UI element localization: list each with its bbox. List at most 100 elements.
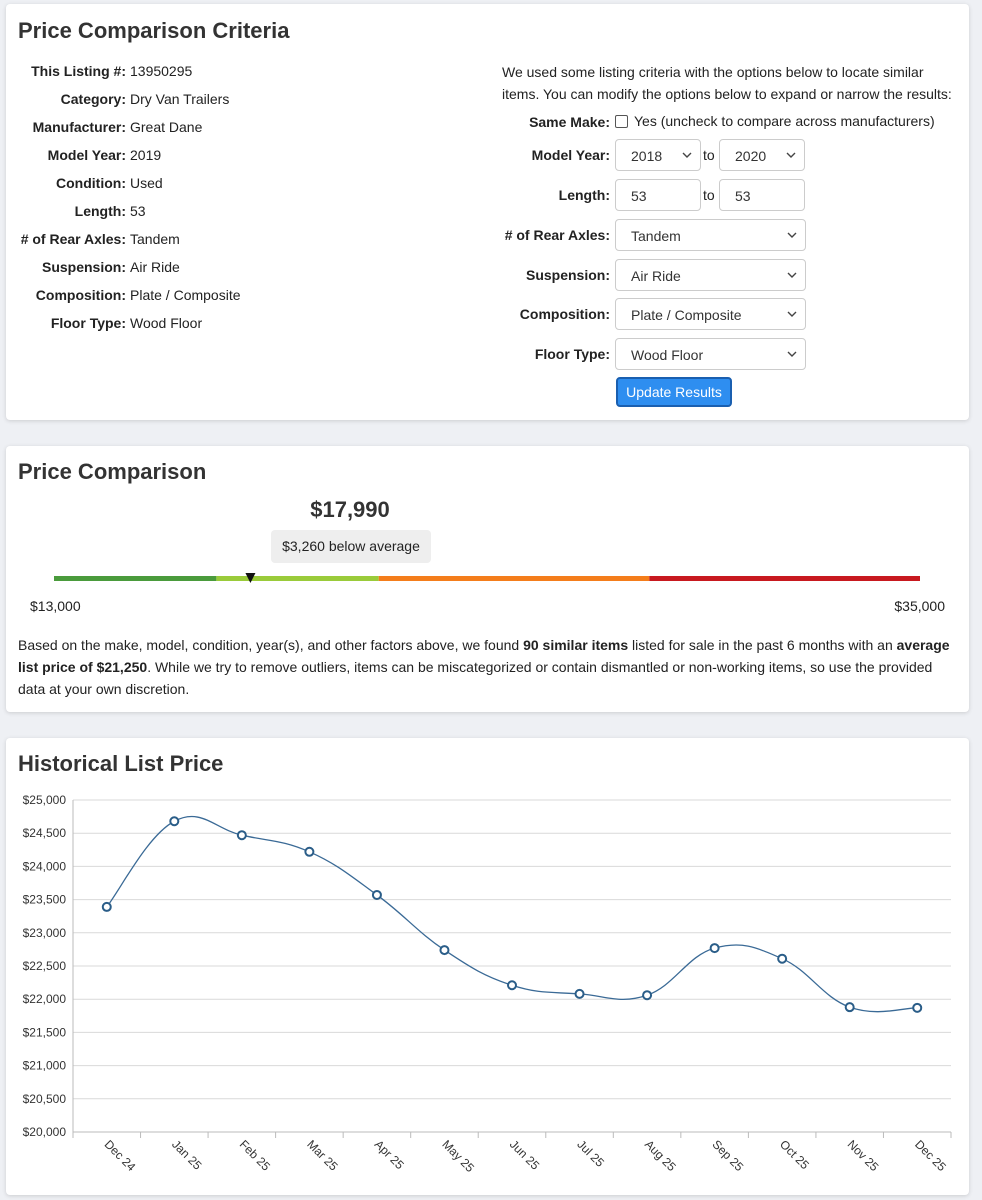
input[interactable]: 53 — [615, 179, 701, 211]
gauge-segment — [216, 576, 379, 581]
listing-row: This Listing #: 13950295 — [6, 61, 192, 81]
y-tick-label: $21,000 — [23, 1059, 67, 1073]
select[interactable]: 2020 — [719, 139, 805, 171]
gauge-segment — [54, 576, 217, 581]
data-point — [777, 953, 788, 964]
y-tick-label: $20,500 — [23, 1092, 67, 1106]
checkbox[interactable] — [615, 115, 628, 128]
gauge-segment — [649, 576, 920, 581]
y-tick-label: $22,000 — [23, 992, 67, 1006]
data-point — [371, 889, 382, 900]
summary-segment: . While we try to remove outliers, items… — [18, 659, 933, 697]
form-label: Model Year: — [531, 147, 610, 163]
form-label: Suspension: — [525, 266, 610, 283]
listing-value: Tandem — [130, 231, 180, 247]
listing-label: Floor Type: — [50, 315, 126, 331]
scale-min-label: $13,000 — [30, 598, 81, 614]
history-card: Historical List Price $20,000 $20,500 $21,… — [6, 738, 969, 1195]
listing-label: Length: — [74, 203, 126, 219]
range-joiner: to — [703, 147, 715, 163]
x-tick-label: Feb 25 — [237, 1137, 274, 1174]
checkbox-label[interactable]: Yes (uncheck to compare across manufactu… — [634, 113, 935, 129]
listing-row: Manufacturer: Great Dane — [6, 117, 203, 137]
y-tick-label: $25,000 — [23, 793, 67, 807]
select[interactable]: Tandem — [615, 219, 806, 251]
price: $17,990 — [310, 497, 390, 522]
scale-max-label: $35,000 — [894, 598, 945, 614]
data-point — [169, 816, 180, 827]
data-point — [439, 945, 450, 956]
data-point — [574, 988, 585, 999]
y-tick-label: $23,000 — [23, 926, 67, 940]
x-tick-label: Jul 25 — [574, 1137, 607, 1170]
x-tick-label: Apr 25 — [372, 1137, 407, 1172]
x-tick-label: Aug 25 — [642, 1137, 679, 1174]
listing-label: Suspension: — [41, 259, 126, 275]
data-point — [642, 990, 653, 1001]
listing-row: Floor Type: Wood Floor — [6, 313, 202, 333]
card-title: Price Comparison Criteria — [18, 18, 290, 43]
form-label: Same Make: — [529, 114, 610, 130]
listing-label: Model Year: — [47, 147, 126, 163]
chevron — [787, 311, 797, 317]
chevron — [787, 272, 797, 278]
x-tick-label: Mar 25 — [304, 1137, 341, 1174]
data-point — [304, 846, 315, 857]
select[interactable]: 2018 — [615, 139, 701, 171]
form-label: Floor Type: — [534, 345, 610, 362]
x-tick-label: Jun 25 — [507, 1137, 543, 1173]
y-tick-label: $24,500 — [23, 826, 67, 840]
data-point — [236, 830, 247, 841]
form-label: Composition: — [519, 306, 610, 322]
listing-value: Dry Van Trailers — [130, 91, 230, 107]
listing-row: Category: Dry Van Trailers — [6, 89, 230, 109]
select[interactable]: Wood Floor — [615, 337, 806, 370]
gauge: $13,000 $35,000 — [30, 573, 945, 614]
listing-value: 2019 — [130, 147, 162, 163]
chevron — [787, 351, 797, 357]
listing-label: # of Rear Axles: — [20, 231, 126, 247]
summary-text: Based on the make, model, condition, yea… — [18, 634, 958, 700]
x-tick-label: Nov 25 — [845, 1137, 882, 1174]
y-tick-label: $20,000 — [23, 1125, 67, 1139]
summary-segment: Based on the make, model, condition, yea… — [18, 637, 524, 653]
listing-label: Condition: — [56, 175, 126, 191]
input[interactable]: 53 — [719, 179, 805, 211]
range-joiner: to — [703, 187, 715, 203]
listing-value: Great Dane — [130, 119, 203, 135]
listing-value: 13950295 — [130, 63, 193, 79]
listing-value: Plate / Composite — [130, 287, 241, 303]
update-button[interactable]: Update Results — [616, 377, 732, 407]
listing-row: Length: 53 — [6, 201, 146, 221]
criteria-card: Price Comparison Criteria We used some l… — [6, 4, 969, 420]
x-tick-label: Dec 25 — [912, 1137, 949, 1174]
listing-row: Condition: Used — [6, 173, 163, 193]
summary-segment: listed for sale in the past 6 months wit… — [628, 637, 897, 653]
data-point — [844, 1002, 855, 1013]
data-point — [912, 1002, 923, 1013]
listing-row: # of Rear Axles: Tandem — [6, 229, 180, 249]
summary-segment: average list price of $21,250 — [18, 637, 950, 675]
chevron — [682, 152, 692, 158]
x-tick-label: Oct 25 — [777, 1137, 812, 1172]
form-label: # of Rear Axles: — [504, 227, 610, 243]
price-marker — [245, 573, 256, 583]
intro-text: We used some listing criteria with the o… — [502, 64, 952, 102]
listing-label: Manufacturer: — [32, 119, 126, 135]
x-tick-label: Jan 25 — [169, 1137, 205, 1173]
listing-row: Model Year: 2019 — [6, 145, 161, 165]
y-tick-label: $23,500 — [23, 893, 67, 907]
listing-value: Air Ride — [130, 259, 180, 275]
x-tick-label: May 25 — [439, 1137, 477, 1175]
card-title: Historical List Price — [18, 751, 224, 776]
listing-label: This Listing #: — [31, 63, 126, 79]
price-badge: $3,260 below average — [271, 530, 431, 563]
x-tick-label: Dec 24 — [102, 1137, 139, 1174]
data-point — [507, 980, 517, 991]
listing-row: Suspension: Air Ride — [6, 257, 180, 277]
y-tick-label: $22,500 — [23, 959, 67, 973]
card-title: Price Comparison — [18, 459, 207, 484]
select[interactable]: Air Ride — [615, 258, 806, 291]
y-tick-label: $24,000 — [23, 859, 67, 873]
select[interactable]: Plate / Composite — [615, 298, 806, 330]
